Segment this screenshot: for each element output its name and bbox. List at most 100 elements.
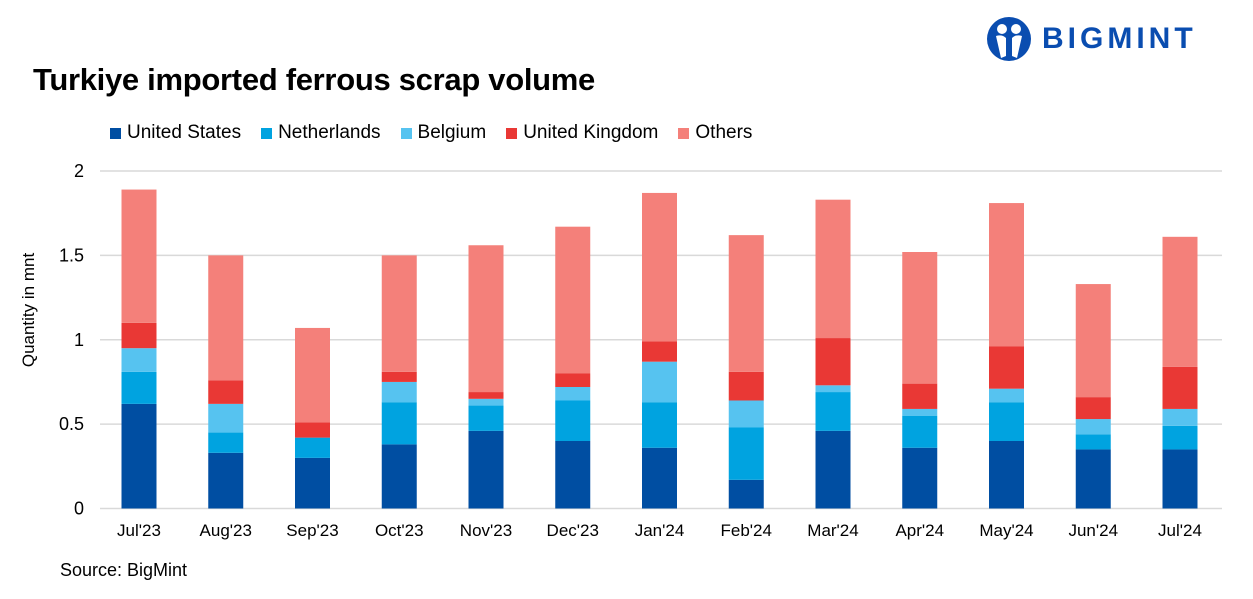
bar-segment-united-kingdom — [555, 373, 591, 387]
x-tick-label: Apr'24 — [895, 521, 944, 540]
bar-segment-united-states — [1162, 449, 1198, 509]
bar-segment-belgium — [902, 408, 938, 416]
y-tick-label: 2 — [74, 161, 84, 181]
bar-segment-others — [381, 255, 417, 372]
bar-segment-belgium — [642, 361, 677, 403]
bar-segment-netherlands — [1075, 434, 1111, 450]
bar-segment-united-states — [208, 452, 244, 509]
legend-label: Belgium — [417, 122, 487, 143]
bigmint-logo-text: BIGMINT — [1042, 22, 1197, 55]
bar-segment-belgium — [1162, 408, 1198, 426]
legend-item: United States — [110, 122, 241, 144]
x-tick-label: Jul'23 — [117, 521, 161, 540]
x-tick-label: Mar'24 — [807, 521, 858, 540]
bar-segment-others — [728, 235, 764, 372]
bar-segment-united-states — [902, 447, 938, 509]
bar-segment-others — [208, 255, 244, 381]
legend-item: United Kingdom — [506, 122, 658, 144]
chart-title: Turkiye imported ferrous scrap volume — [33, 62, 595, 97]
bar-segment-netherlands — [468, 405, 504, 431]
bar-segment-belgium — [468, 398, 504, 406]
bar-segment-belgium — [381, 381, 417, 403]
bar-segment-others — [121, 189, 157, 323]
legend-label: Others — [695, 122, 753, 143]
x-tick-label: Oct'23 — [375, 521, 424, 540]
x-tick-label: Sep'23 — [286, 521, 338, 540]
x-tick-label: Jan'24 — [635, 521, 685, 540]
legend-swatch — [261, 127, 273, 139]
legend-swatch — [400, 127, 412, 139]
bar-segment-others — [902, 252, 938, 384]
y-axis-label: Quantity in mnt — [19, 253, 38, 368]
bar-segment-netherlands — [295, 437, 330, 458]
bar-segment-netherlands — [555, 400, 591, 441]
legend-swatch — [110, 127, 121, 139]
bar-segment-belgium — [989, 388, 1024, 403]
x-tick-label: Jun'24 — [1068, 521, 1118, 540]
bar-segment-united-kingdom — [295, 422, 330, 438]
bar-segment-others — [642, 192, 677, 342]
bar-segment-others — [555, 226, 591, 374]
bar-segment-netherlands — [381, 402, 417, 445]
bar-segment-netherlands — [815, 392, 851, 431]
legend-label: United States — [127, 122, 242, 143]
bar-segment-united-states — [381, 444, 417, 509]
y-tick-label: 0 — [74, 499, 84, 519]
x-tick-label: Feb'24 — [721, 521, 772, 540]
bar-segment-united-kingdom — [121, 322, 157, 349]
bar-segment-united-kingdom — [642, 341, 677, 362]
legend-swatch — [678, 127, 690, 139]
y-tick-label: 1 — [74, 330, 84, 350]
legend-item: Belgium — [400, 122, 487, 144]
bar-segment-netherlands — [642, 402, 677, 448]
bar-segment-united-kingdom — [1075, 397, 1111, 420]
source-note: Source: BigMint — [60, 560, 188, 580]
bar-segment-united-kingdom — [989, 346, 1024, 389]
bar-segment-netherlands — [1162, 425, 1198, 450]
bar-segment-others — [468, 245, 504, 393]
x-tick-label: May'24 — [979, 521, 1033, 540]
bar-segment-netherlands — [208, 432, 244, 453]
bar-segment-united-kingdom — [728, 371, 764, 401]
bar-segment-belgium — [815, 385, 851, 393]
x-tick-label: Dec'23 — [547, 521, 599, 540]
legend-swatch — [506, 127, 518, 139]
bar-segment-united-states — [815, 430, 851, 509]
bar-segment-belgium — [555, 387, 591, 401]
bar-segment-belgium — [121, 348, 157, 372]
bar-segment-united-states — [555, 441, 591, 509]
bar-segment-others — [1162, 236, 1198, 367]
bar-segment-united-kingdom — [1162, 366, 1198, 409]
bar-segment-netherlands — [728, 427, 764, 480]
legend-label: Netherlands — [278, 122, 381, 143]
bar-segment-united-states — [728, 479, 764, 509]
bar-segment-others — [295, 327, 330, 423]
x-tick-label: Jul'24 — [1158, 521, 1202, 540]
y-tick-label: 0.5 — [59, 414, 84, 434]
bar-segment-others — [1075, 284, 1111, 398]
bar-segment-united-kingdom — [468, 392, 504, 399]
bar-segment-united-states — [295, 457, 330, 509]
bar-segment-netherlands — [121, 371, 157, 404]
legend: United States Netherlands Belgium United Ki… — [110, 122, 752, 144]
y-tick-label: 1.5 — [59, 245, 84, 265]
bigmint-logo-icon — [987, 17, 1031, 61]
bar-segment-others — [815, 199, 851, 339]
bar-segment-united-kingdom — [902, 383, 938, 409]
bigmint-logo: BIGMINT — [986, 16, 1197, 62]
bar-segment-united-states — [1075, 449, 1111, 509]
x-tick-label: Aug'23 — [200, 521, 252, 540]
bar-segment-united-kingdom — [815, 338, 851, 386]
bar-segment-united-kingdom — [381, 371, 417, 382]
bar-segment-others — [989, 203, 1024, 347]
bar-segment-united-states — [468, 430, 504, 509]
bar-segment-belgium — [208, 403, 244, 433]
bar-segment-netherlands — [902, 415, 938, 448]
bar-segment-netherlands — [989, 402, 1024, 441]
legend-item: Netherlands — [261, 122, 381, 144]
bar-segment-united-states — [989, 441, 1024, 509]
bar-segment-united-kingdom — [208, 380, 244, 404]
legend-item: Others — [678, 122, 752, 144]
bar-segment-belgium — [728, 400, 764, 428]
